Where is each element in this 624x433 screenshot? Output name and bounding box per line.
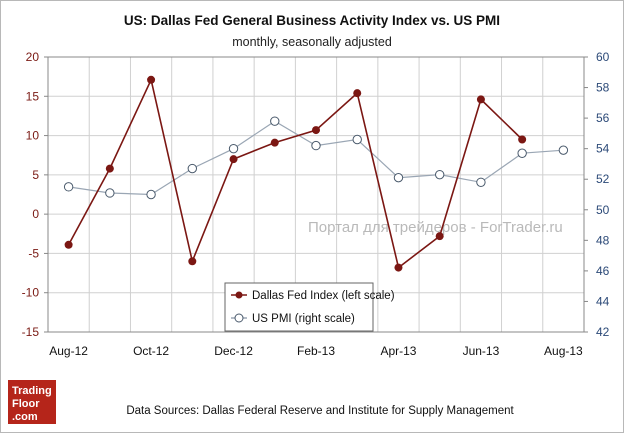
legend-swatch-pmi-marker	[234, 313, 244, 323]
left-axis-tick-label: -5	[28, 246, 39, 260]
data-point-us-pmi	[146, 189, 156, 200]
left-axis-tick-label: -15	[22, 325, 40, 339]
data-point-dallas-fed	[229, 155, 238, 164]
data-point-dallas-fed	[353, 89, 362, 98]
data-point-dallas-fed	[476, 95, 485, 104]
data-point-us-pmi	[517, 148, 527, 158]
data-point-us-pmi	[105, 188, 115, 198]
x-axis-tick-label: Dec-12	[214, 344, 253, 358]
left-axis-tick-label: -10	[22, 286, 40, 300]
right-axis-tick-label: 60	[596, 50, 610, 64]
logo-line-2: Floor	[12, 398, 40, 410]
left-axis-tick-label: 15	[26, 89, 40, 103]
x-axis-tick-label: Jun-13	[463, 344, 500, 358]
plot-area-border	[47, 56, 585, 333]
x-axis-tick-label: Feb-13	[297, 344, 335, 358]
data-point-us-pmi	[187, 163, 198, 174]
left-axis-tick-label: 5	[32, 168, 39, 182]
right-axis-tick-label: 46	[596, 264, 610, 278]
logo-background	[8, 380, 56, 424]
left-axis-tick-label: 0	[32, 207, 39, 221]
x-axis-tick-label: Oct-12	[133, 344, 169, 358]
left-axis-tick-label: 10	[26, 129, 40, 143]
legend-label-dallas: Dallas Fed Index (left scale)	[252, 290, 395, 302]
data-point-us-pmi	[434, 169, 445, 180]
logo-line-1: Trading	[12, 385, 52, 397]
right-axis-tick-label: 44	[596, 294, 610, 308]
series-line-dallas-fed	[67, 77, 523, 269]
right-axis-tick-label: 52	[596, 172, 610, 186]
watermark: Портал для трейдеров - ForTrader.ru	[308, 219, 563, 236]
legend-label-pmi: US PMI (right scale)	[252, 313, 355, 325]
right-axis-tick-label: 58	[596, 81, 610, 95]
tradingfloor-logo: Trading Floor .com	[8, 380, 56, 424]
left-axis-tick-label: 20	[26, 50, 40, 64]
x-axis-tick-label: Apr-13	[380, 344, 416, 358]
source-note: Data Sources: Dallas Federal Reserve and…	[126, 405, 514, 417]
series-layer	[63, 75, 569, 272]
data-point-dallas-fed	[518, 135, 527, 144]
data-point-dallas-fed	[147, 75, 156, 84]
legend-swatch-dallas-marker	[235, 291, 243, 299]
right-axis-tick-label: 54	[596, 142, 610, 156]
data-point-dallas-fed	[270, 138, 279, 147]
data-point-us-pmi	[63, 182, 74, 192]
legend-box	[224, 282, 374, 332]
x-axis-tick-label: Aug-12	[49, 344, 88, 358]
legend: Dallas Fed Index (left scale) US PMI (ri…	[224, 282, 395, 332]
data-point-us-pmi	[476, 177, 486, 187]
data-point-dallas-fed	[312, 126, 320, 135]
right-axis-tick-label: 50	[596, 203, 610, 217]
right-axis-tick-label: 56	[596, 111, 610, 125]
chart-subtitle: monthly, seasonally adjusted	[232, 35, 392, 49]
x-axis-tick-label: Aug-13	[544, 344, 583, 358]
right-axis-tick-label: 42	[596, 325, 610, 339]
data-point-us-pmi	[228, 143, 239, 154]
chart-title: US: Dallas Fed General Business Activity…	[124, 13, 500, 28]
data-point-dallas-fed	[105, 164, 114, 173]
data-point-us-pmi	[270, 116, 280, 126]
data-point-dallas-fed	[64, 240, 73, 249]
data-point-dallas-fed	[435, 232, 444, 241]
right-axis-tick-label: 48	[596, 233, 610, 247]
axes: 20151050-5-10-1560585654525048464442Aug-…	[22, 50, 610, 358]
data-point-us-pmi	[558, 145, 569, 155]
logo-line-3: .com	[12, 411, 38, 423]
data-point-us-pmi	[393, 172, 404, 183]
data-point-us-pmi	[311, 140, 321, 151]
data-point-dallas-fed	[394, 263, 403, 272]
data-point-us-pmi	[352, 134, 362, 145]
data-point-dallas-fed	[188, 257, 197, 266]
